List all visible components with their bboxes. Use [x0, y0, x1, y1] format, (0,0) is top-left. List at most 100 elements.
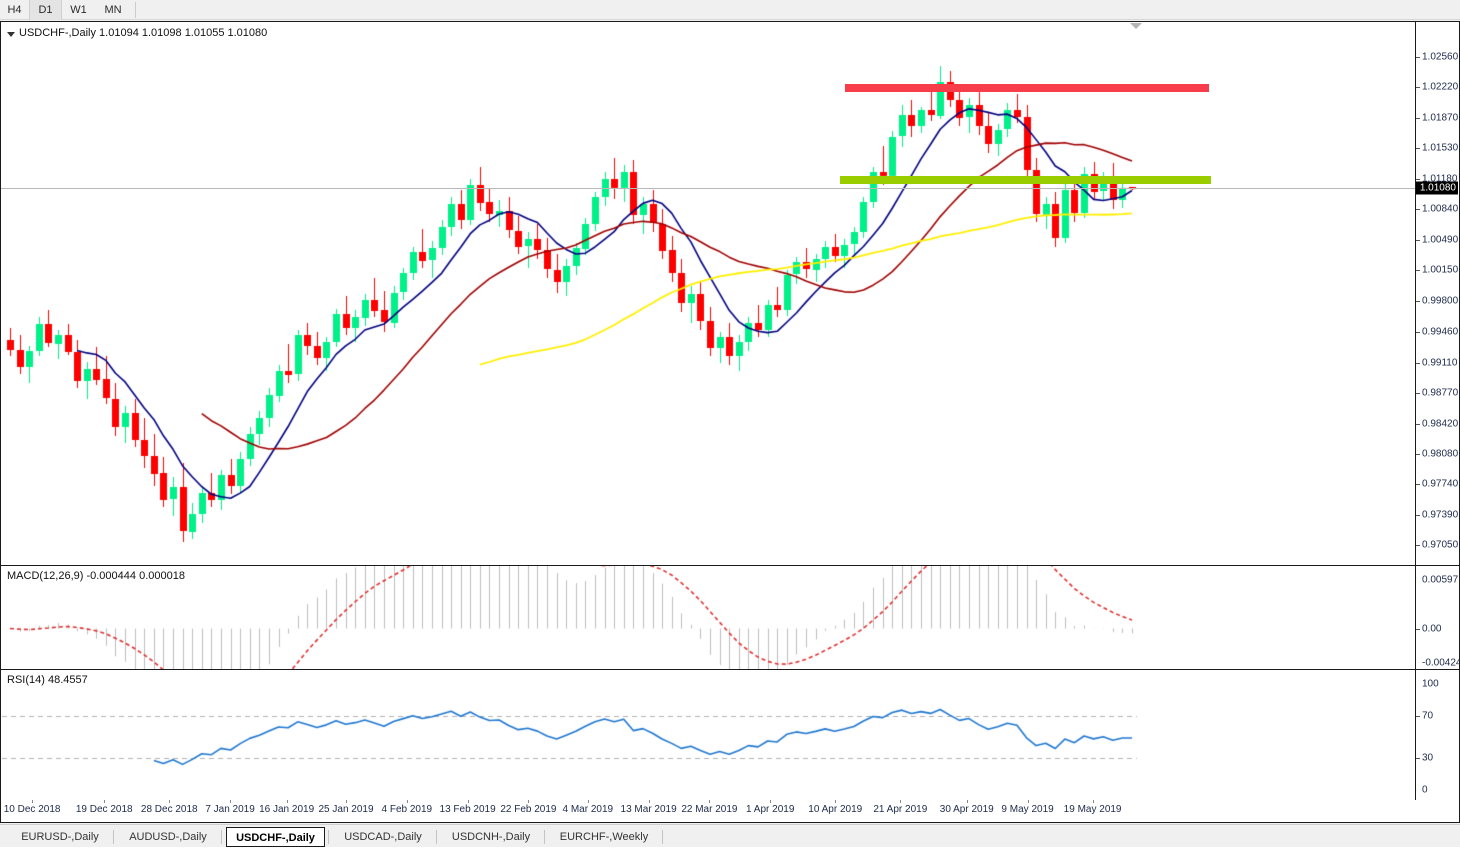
support-line[interactable] [839, 175, 1212, 184]
price-axis-tick [1416, 514, 1420, 516]
price-plot-area[interactable] [2, 22, 1416, 565]
rsi-panel[interactable]: RSI(14) 48.4557 100 70 30 0 [0, 669, 1460, 801]
rsi-plot-area[interactable] [2, 670, 1416, 800]
price-axis-tick [1416, 148, 1420, 150]
price-axis-label: 0.99460 [1422, 326, 1459, 338]
rsi-axis-label: 30 [1422, 752, 1434, 764]
resistance-line[interactable] [845, 83, 1209, 92]
tab-divider [328, 830, 329, 844]
timeframe-button-w1[interactable]: W1 [70, 4, 87, 16]
price-axis[interactable]: 1.02560 1.02220 1.01870 1.01530 1.01180 1.008… [1415, 22, 1459, 565]
price-axis-label: 1.02560 [1422, 51, 1459, 63]
price-axis-label: 1.00840 [1422, 203, 1459, 215]
price-axis-label: 1.02220 [1422, 81, 1459, 93]
macd-axis-label: 0.00597 [1422, 574, 1459, 586]
price-axis-label: 0.97390 [1422, 509, 1459, 521]
date-axis-label: 9 May 2019 [1001, 804, 1054, 815]
price-axis-tick [1416, 331, 1420, 333]
candlestick-canvas [2, 22, 1416, 565]
price-axis-label: 1.00490 [1422, 234, 1459, 246]
price-panel-header: USDCHF-,Daily 1.01094 1.01098 1.01055 1.… [19, 27, 268, 39]
price-axis-tick [1416, 209, 1420, 211]
price-axis-tick [1416, 118, 1420, 120]
date-axis-tick [169, 800, 171, 803]
date-axis-label: 30 Apr 2019 [939, 804, 994, 815]
tab-divider [662, 830, 663, 844]
date-axis-tick [406, 800, 408, 803]
chart-frame: USDCHF-,Daily 1.01094 1.01098 1.01055 1.… [0, 21, 1460, 823]
timeframe-button-mn[interactable]: MN [104, 4, 122, 16]
date-axis-tick [104, 800, 106, 803]
price-axis-label: 0.98080 [1422, 448, 1459, 460]
date-axis-tick [230, 800, 232, 803]
chart-tab-usdchf--daily[interactable]: USDCHF-,Daily [226, 827, 325, 847]
macd-axis-label: -0.00424 [1422, 657, 1460, 669]
chart-tab-bar: EURUSD-,Daily AUDUSD-,Daily USDCHF-,Daily U… [0, 824, 1460, 847]
current-price-line [1, 188, 1415, 190]
date-axis-label: 25 Jan 2019 [318, 804, 374, 815]
rsi-axis-label: 70 [1422, 710, 1434, 722]
price-axis-label: 1.01530 [1422, 142, 1459, 154]
date-axis-label: 19 May 2019 [1063, 804, 1122, 815]
price-axis-tick [1416, 240, 1420, 242]
price-axis-tick [1416, 362, 1420, 364]
macd-panel[interactable]: MACD(12,26,9) -0.000444 0.000018 0.00597… [0, 565, 1460, 670]
price-axis-label: 1.01870 [1422, 112, 1459, 124]
date-axis-label: 28 Dec 2018 [140, 804, 198, 815]
rsi-axis[interactable]: 100 70 30 0 [1415, 670, 1459, 800]
price-axis-tick [1416, 270, 1420, 272]
chart-tab-usdcad--daily[interactable]: USDCAD-,Daily [344, 831, 422, 843]
chart-tab-eurchf--weekly[interactable]: EURCHF-,Weekly [559, 831, 649, 843]
date-axis-tick [1092, 800, 1094, 803]
price-axis-tick [1416, 423, 1420, 425]
date-axis-label: 1 Apr 2019 [746, 804, 795, 815]
price-axis-label: 0.97740 [1422, 478, 1459, 490]
date-axis[interactable]: 10 Dec 2018 19 Dec 2018 28 Dec 2018 7 Jan 2… [0, 800, 1460, 823]
price-panel[interactable]: USDCHF-,Daily 1.01094 1.01098 1.01055 1.… [0, 21, 1460, 566]
date-axis-label: 13 Mar 2019 [620, 804, 677, 815]
macd-panel-header: MACD(12,26,9) -0.000444 0.000018 [7, 570, 185, 582]
date-axis-label: 21 Apr 2019 [873, 804, 928, 815]
date-axis-label: 19 Dec 2018 [75, 804, 133, 815]
collapse-arrow-icon[interactable] [7, 32, 15, 37]
price-axis-tick [1416, 87, 1420, 89]
date-axis-tick [286, 800, 288, 803]
chart-tab-audusd--daily[interactable]: AUDUSD-,Daily [129, 831, 207, 843]
date-axis-label: 7 Jan 2019 [205, 804, 255, 815]
date-axis-label: 22 Mar 2019 [681, 804, 738, 815]
price-axis-label: 0.99110 [1422, 357, 1458, 369]
price-axis-tick [1416, 179, 1420, 181]
date-axis-tick [900, 800, 902, 803]
chart-tab-eurusd--daily[interactable]: EURUSD-,Daily [21, 831, 99, 843]
rsi-axis-label: 0 [1422, 784, 1428, 796]
date-axis-tick [467, 800, 469, 803]
timeframe-button-h4[interactable]: H4 [7, 4, 22, 16]
date-axis-label: 16 Jan 2019 [259, 804, 315, 815]
date-axis-label: 22 Feb 2019 [500, 804, 557, 815]
price-axis-tick [1416, 301, 1420, 303]
date-axis-tick [528, 800, 530, 803]
date-axis-label: 10 Dec 2018 [3, 804, 61, 815]
macd-axis-tick [1416, 628, 1420, 630]
date-axis-label: 13 Feb 2019 [439, 804, 496, 815]
date-axis-label: 4 Feb 2019 [381, 804, 433, 815]
price-axis-tick [1416, 453, 1420, 455]
macd-plot-area[interactable] [2, 566, 1416, 669]
date-axis-tick [648, 800, 650, 803]
date-axis-tick [966, 800, 968, 803]
chart-position-marker-icon[interactable] [1130, 23, 1142, 29]
timeframe-button-d1[interactable]: D1 [29, 0, 62, 20]
chart-tab-usdcnh--daily[interactable]: USDCNH-,Daily [451, 831, 531, 843]
toolbar-divider [135, 2, 136, 18]
date-axis-tick [1027, 800, 1029, 803]
tab-divider [436, 830, 437, 844]
macd-canvas [2, 566, 1416, 669]
macd-axis[interactable]: 0.00597 0.00 -0.00424 [1415, 566, 1459, 669]
rsi-panel-header: RSI(14) 48.4557 [7, 674, 88, 686]
date-axis-tick [835, 800, 837, 803]
price-axis-label: 1.01180 [1422, 173, 1458, 185]
tab-divider [221, 830, 222, 844]
price-axis-label: 0.97050 [1422, 539, 1459, 551]
date-axis-tick [709, 800, 711, 803]
